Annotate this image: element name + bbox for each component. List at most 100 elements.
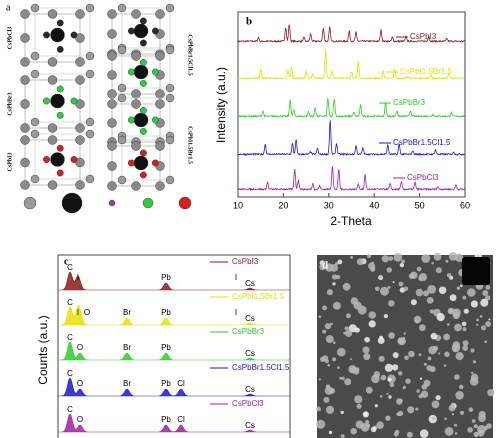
particle — [318, 378, 321, 381]
particle — [354, 327, 360, 333]
xrd-curve — [237, 166, 465, 192]
particle — [438, 286, 447, 295]
xrd-curve — [237, 24, 465, 44]
particle — [384, 363, 393, 372]
peak-label: Br — [123, 343, 131, 352]
particle — [388, 256, 394, 261]
atom — [30, 69, 40, 79]
particle — [344, 378, 352, 386]
particle — [431, 299, 434, 302]
particle — [438, 352, 441, 355]
legend-label: CsPbBr3 — [393, 98, 426, 107]
panel-label: d — [322, 260, 328, 272]
legend-label: CsPbBr1.5Cl1.5 — [393, 138, 451, 147]
particle — [431, 400, 440, 409]
particle — [388, 332, 395, 339]
particle — [350, 255, 354, 259]
particle — [399, 262, 405, 268]
particle — [455, 391, 464, 400]
atom — [43, 97, 50, 105]
panel-label: b — [246, 16, 252, 28]
atom — [142, 197, 154, 209]
atom — [155, 89, 165, 99]
particle — [379, 395, 383, 398]
particle — [339, 376, 342, 380]
particle — [325, 359, 329, 364]
particle — [363, 427, 366, 430]
particle — [389, 382, 395, 388]
particle — [418, 394, 423, 399]
peak-label: Br — [123, 308, 131, 317]
particle — [429, 366, 436, 373]
atom — [70, 156, 78, 163]
plot-frame — [57, 254, 291, 438]
x-tick-label: 30 — [324, 200, 334, 210]
peak-label: Pb — [161, 343, 171, 352]
particle — [402, 385, 406, 390]
atom — [56, 144, 64, 152]
particle — [433, 345, 439, 351]
particle — [344, 326, 349, 331]
xrd-curve — [237, 120, 465, 157]
atom — [133, 64, 149, 80]
atom — [151, 159, 159, 167]
atom — [85, 117, 95, 127]
particle — [467, 288, 476, 297]
atom — [61, 192, 83, 214]
peak-label: Cs — [245, 314, 255, 323]
atom — [107, 161, 117, 171]
particle — [316, 406, 321, 412]
particle — [346, 313, 351, 319]
atom — [155, 181, 165, 191]
atom — [107, 99, 117, 109]
peak-label: C — [67, 298, 73, 307]
particle — [470, 348, 475, 353]
particle — [363, 353, 371, 361]
particle — [452, 312, 460, 320]
particle — [477, 429, 485, 437]
particle — [415, 320, 419, 324]
particle — [473, 424, 478, 429]
particle — [485, 321, 491, 327]
unit-cell — [121, 7, 171, 49]
atom — [47, 75, 58, 85]
eds-spectrum — [58, 305, 290, 326]
atom — [131, 89, 141, 99]
particle — [460, 284, 463, 288]
particle — [404, 355, 409, 361]
peak-label: Cs — [245, 385, 255, 394]
particle — [350, 358, 352, 361]
particle — [447, 307, 455, 315]
unit-cell — [34, 133, 91, 180]
particle — [482, 290, 489, 296]
particle — [326, 289, 333, 296]
particle — [398, 281, 404, 287]
particle — [345, 330, 352, 337]
peak-label: Cl — [177, 415, 185, 424]
atom — [107, 118, 117, 128]
particle — [318, 315, 322, 319]
legend-label: CsPbI1.5Br1.5 — [232, 292, 285, 301]
atom — [43, 156, 50, 163]
particle — [386, 267, 392, 273]
particle — [462, 340, 469, 346]
particle — [451, 413, 455, 416]
particle — [435, 267, 442, 274]
atom — [47, 57, 58, 67]
particle — [322, 329, 327, 334]
particle — [410, 299, 417, 306]
x-tick-label: 40 — [369, 200, 379, 210]
particle — [444, 427, 454, 436]
particle — [471, 419, 476, 423]
particle — [462, 295, 467, 300]
particle — [446, 273, 452, 278]
particle — [332, 357, 337, 362]
atom — [117, 93, 127, 103]
atom — [30, 3, 40, 13]
particle — [337, 366, 340, 369]
particle — [462, 345, 469, 351]
particle — [460, 410, 464, 415]
atom — [117, 135, 127, 145]
particle — [436, 313, 445, 322]
atom — [139, 17, 147, 25]
